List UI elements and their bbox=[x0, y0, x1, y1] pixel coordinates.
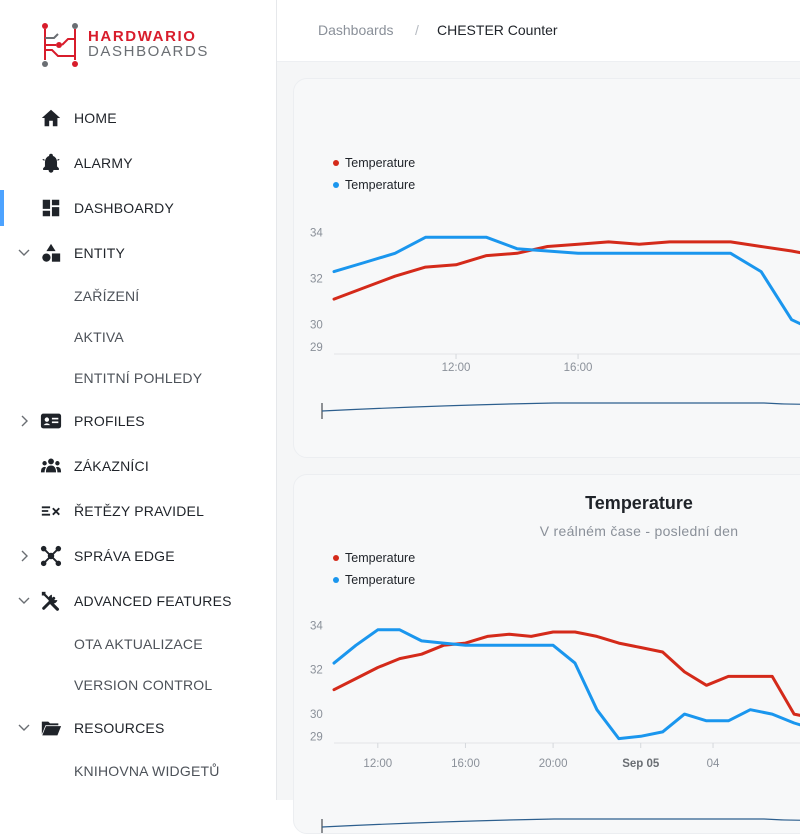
y-tick-label: 30 bbox=[310, 709, 323, 721]
y-tick-label: 32 bbox=[310, 273, 323, 285]
x-tick-label: Sep 05 bbox=[622, 758, 660, 770]
y-tick-label: 32 bbox=[310, 665, 323, 677]
series-line-1[interactable] bbox=[332, 630, 800, 719]
sidebar-item-label: ENTITNÍ POHLEDY bbox=[74, 370, 203, 386]
sidebar: HARDWARIO DASHBOARDS HOME ALARMY DASHBOA… bbox=[0, 0, 277, 800]
widget-title: Temperature bbox=[585, 493, 693, 513]
sidebar-item-profiles[interactable]: PROFILES bbox=[0, 403, 276, 439]
x-tick-label: 04 bbox=[707, 758, 720, 770]
legend-label[interactable]: Temperature bbox=[345, 573, 415, 587]
chevron-down-icon[interactable] bbox=[17, 721, 31, 735]
sidebar-item-resources[interactable]: RESOURCES bbox=[0, 710, 276, 746]
sidebar-item-label: OTA AKTUALIZACE bbox=[74, 636, 203, 652]
sidebar-item-zakaznici[interactable]: ZÁKAZNÍCI bbox=[0, 448, 276, 484]
y-tick-label: 29 bbox=[310, 342, 323, 354]
dashboard-icon bbox=[42, 199, 60, 217]
sidebar-item-label: AKTIVA bbox=[74, 329, 124, 345]
legend-marker bbox=[333, 577, 339, 583]
sidebar-item-alarmy[interactable]: ALARMY bbox=[0, 145, 276, 181]
x-tick-label: 20:00 bbox=[539, 758, 568, 770]
sidebar-item-label: ZAŘÍZENÍ bbox=[74, 288, 140, 304]
home-icon bbox=[41, 109, 61, 127]
logo-line2: DASHBOARDS bbox=[88, 43, 210, 60]
x-tick-label: 12:00 bbox=[363, 758, 392, 770]
line-chart[interactable]: Temperature Temperature 29 30 32 34 12:00 16:00 bbox=[294, 79, 800, 458]
widget-subtitle: V reálném čase - poslední den bbox=[539, 523, 739, 539]
sidebar-item-label: VERSION CONTROL bbox=[74, 677, 213, 693]
sidebar-item-label: ADVANCED FEATURES bbox=[74, 593, 232, 609]
legend-marker bbox=[333, 160, 339, 166]
sidebar-item-label: DASHBOARDY bbox=[74, 200, 175, 216]
sidebar-item-knihovna-widgetu[interactable]: KNIHOVNA WIDGETŮ bbox=[0, 753, 276, 789]
chart-widget-2: Temperature V reálném čase - poslední de… bbox=[293, 474, 800, 834]
breadcrumb-dashboards[interactable]: Dashboards bbox=[318, 22, 394, 38]
sidebar-item-sprava-edge[interactable]: SPRÁVA EDGE bbox=[0, 538, 276, 574]
sidebar-item-label: HOME bbox=[74, 110, 117, 126]
zoom-navigator-line[interactable] bbox=[321, 402, 800, 412]
sidebar-item-entity[interactable]: ENTITY bbox=[0, 235, 276, 271]
sidebar-item-label: RESOURCES bbox=[74, 720, 165, 736]
sidebar-item-label: ZÁKAZNÍCI bbox=[74, 458, 149, 474]
series-line-2[interactable] bbox=[332, 235, 800, 331]
chevron-down-icon[interactable] bbox=[17, 594, 31, 608]
sidebar-item-dashboardy[interactable]: DASHBOARDY bbox=[0, 190, 276, 226]
logo-line1: HARDWARIO bbox=[88, 28, 197, 45]
sidebar-item-aktiva[interactable]: AKTIVA bbox=[0, 319, 276, 355]
series-line-2[interactable] bbox=[332, 628, 800, 741]
sidebar-item-zarizeni[interactable]: ZAŘÍZENÍ bbox=[0, 278, 276, 314]
sidebar-item-advanced-features[interactable]: ADVANCED FEATURES bbox=[0, 583, 276, 619]
chart-widget-1: Temperature Temperature 29 30 32 34 12:00 16:00 bbox=[293, 78, 800, 458]
top-bar: Dashboards / CHESTER Counter bbox=[277, 0, 800, 62]
bell-icon bbox=[42, 153, 60, 173]
chevron-down-icon[interactable] bbox=[17, 246, 31, 260]
sidebar-item-ota-aktualizace[interactable]: OTA AKTUALIZACE bbox=[0, 626, 276, 662]
sidebar-item-retezy-pravidel[interactable]: ŘETĚZY PRAVIDEL bbox=[0, 493, 276, 529]
breadcrumb-current: CHESTER Counter bbox=[437, 22, 558, 38]
y-tick-label: 34 bbox=[310, 620, 323, 632]
y-tick-label: 29 bbox=[310, 731, 323, 743]
sidebar-item-label: SPRÁVA EDGE bbox=[74, 548, 175, 564]
people-icon bbox=[40, 458, 62, 473]
y-tick-label: 34 bbox=[310, 228, 323, 240]
legend-label[interactable]: Temperature bbox=[345, 156, 415, 170]
chevron-right-icon[interactable] bbox=[17, 549, 31, 563]
rule-chain-icon bbox=[41, 506, 60, 516]
legend-marker bbox=[333, 555, 339, 561]
legend-marker bbox=[333, 182, 339, 188]
sidebar-item-entitni-pohledy[interactable]: ENTITNÍ POHLEDY bbox=[0, 360, 276, 396]
x-tick-label: 16:00 bbox=[564, 362, 593, 374]
legend-label[interactable]: Temperature bbox=[345, 551, 415, 565]
breadcrumb-separator: / bbox=[415, 22, 419, 38]
sidebar-item-label: ŘETĚZY PRAVIDEL bbox=[74, 503, 205, 519]
sidebar-item-label: PROFILES bbox=[74, 413, 145, 429]
zoom-navigator-line[interactable] bbox=[321, 818, 800, 828]
tools-icon bbox=[41, 591, 59, 611]
folder-icon bbox=[41, 721, 62, 736]
id-card-icon bbox=[40, 413, 62, 429]
chevron-right-icon[interactable] bbox=[17, 414, 31, 428]
x-tick-label: 16:00 bbox=[451, 758, 480, 770]
x-tick-label: 12:00 bbox=[442, 362, 471, 374]
legend-label[interactable]: Temperature bbox=[345, 178, 415, 192]
y-tick-label: 30 bbox=[310, 319, 323, 331]
dashboard-content: Temperature Temperature 29 30 32 34 12:00 16:00… bbox=[277, 62, 800, 834]
line-chart[interactable]: Temperature Temperature 29 30 32 34 12:00 16:00… bbox=[294, 475, 800, 834]
sidebar-item-label: KNIHOVNA WIDGETŮ bbox=[74, 763, 220, 779]
hardwario-logo[interactable]: HARDWARIO DASHBOARDS bbox=[40, 20, 230, 70]
sidebar-item-label: ALARMY bbox=[74, 155, 133, 171]
logo-circuit-icon bbox=[42, 23, 78, 67]
sidebar-item-version-control[interactable]: VERSION CONTROL bbox=[0, 667, 276, 703]
series-line-1[interactable] bbox=[332, 240, 800, 301]
sidebar-item-home[interactable]: HOME bbox=[0, 100, 276, 136]
sidebar-item-label: ENTITY bbox=[74, 245, 125, 261]
shapes-icon bbox=[42, 243, 61, 262]
edge-icon bbox=[40, 545, 62, 567]
